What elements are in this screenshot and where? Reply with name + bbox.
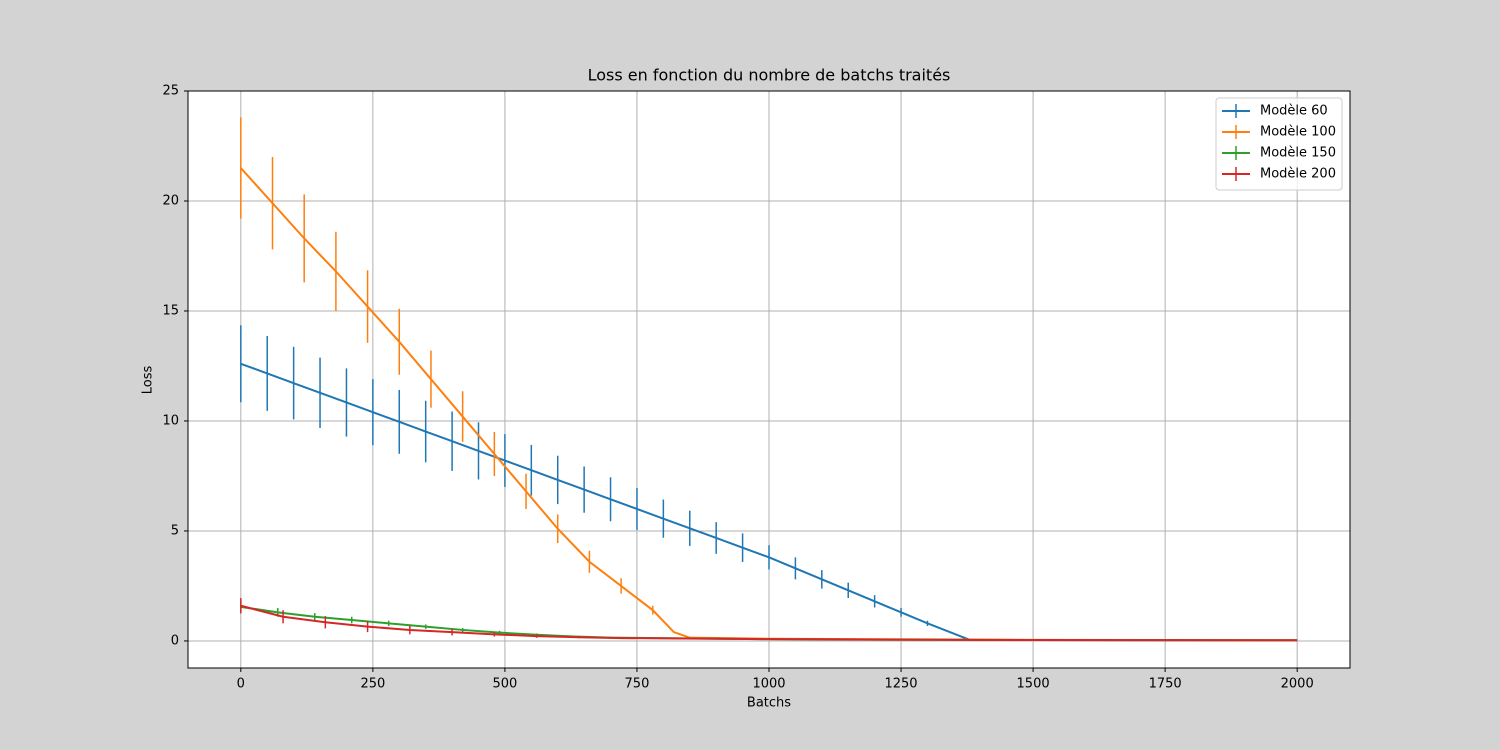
legend-label: Modèle 200 xyxy=(1260,167,1336,182)
legend-label: Modèle 60 xyxy=(1260,104,1328,119)
legend-label: Modèle 100 xyxy=(1260,125,1336,140)
y-tick-label: 10 xyxy=(162,413,179,428)
series-line xyxy=(240,604,1298,642)
y-tick-label: 20 xyxy=(162,193,179,208)
x-tick-label: 750 xyxy=(625,677,650,692)
x-tick-label: 1250 xyxy=(884,677,917,692)
x-tick-label: 1750 xyxy=(1149,677,1182,692)
x-tick-label: 0 xyxy=(237,677,245,692)
y-tick-label: 0 xyxy=(171,633,179,648)
x-tick-label: 250 xyxy=(360,677,385,692)
y-tick-label: 5 xyxy=(171,523,179,538)
legend: Modèle 60 Modèle 100 Modèle 150 Modèle 200 xyxy=(1215,97,1343,191)
legend-label: Modèle 150 xyxy=(1260,146,1336,161)
legend-box xyxy=(1215,97,1343,191)
plot-frame xyxy=(187,90,1351,669)
y-axis-label: Loss xyxy=(141,366,156,395)
x-tick-label: 1500 xyxy=(1017,677,1050,692)
series xyxy=(240,598,1298,642)
y-tick-label: 15 xyxy=(162,303,179,318)
x-axis-label: Batchs xyxy=(747,696,791,711)
chart-title: Loss en fonction du nombre de batchs tra… xyxy=(588,66,951,85)
series xyxy=(240,325,1298,642)
x-tick-label: 1000 xyxy=(752,677,785,692)
x-tick-label: 2000 xyxy=(1281,677,1314,692)
y-tick-label: 25 xyxy=(162,84,179,99)
x-tick-label: 500 xyxy=(492,677,517,692)
series-line xyxy=(240,362,1298,642)
